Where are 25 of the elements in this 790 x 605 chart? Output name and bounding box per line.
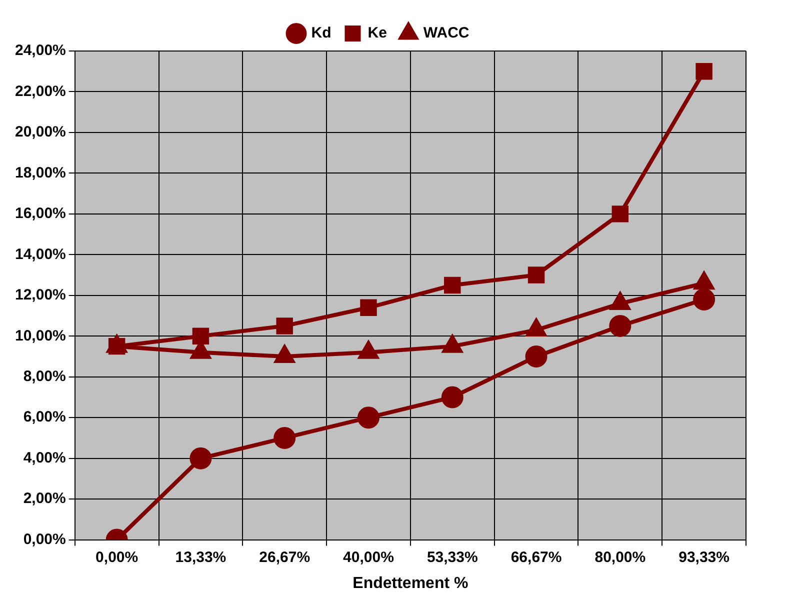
y-tick-label: 0,00%	[23, 530, 66, 548]
y-tick-label: 4,00%	[23, 449, 66, 466]
legend-label: Ke	[368, 24, 387, 42]
x-tick-label: 26,67%	[259, 548, 310, 566]
y-tick-label: 16,00%	[15, 205, 66, 222]
x-tick-label: 53,33%	[426, 548, 478, 566]
y-tick-label: 2,00%	[23, 490, 66, 508]
x-tick-label: 13,33%	[175, 548, 226, 566]
x-tick-label: 80,00%	[594, 548, 646, 566]
legend-label: Kd	[311, 24, 332, 42]
x-tick-label: 0,00%	[96, 548, 138, 566]
y-tick-label: 8,00%	[23, 368, 66, 386]
y-tick-label: 10,00%	[15, 327, 66, 344]
y-tick-label: 18,00%	[15, 164, 66, 182]
x-tick-label: 66,67%	[510, 548, 562, 566]
y-tick-label: 20,00%	[15, 124, 66, 141]
y-tick-label: 22,00%	[15, 82, 66, 100]
y-tick-label: 12,00%	[15, 286, 66, 304]
x-tick-label: 93,33%	[678, 548, 730, 566]
x-tick-label: 40,00%	[343, 548, 394, 566]
x-axis-title: Endettement %	[352, 574, 468, 592]
y-tick-label: 14,00%	[15, 246, 66, 263]
y-tick-label: 24,00%	[15, 42, 66, 60]
legend-label: WACC	[423, 24, 470, 42]
y-tick-label: 6,00%	[23, 408, 66, 426]
